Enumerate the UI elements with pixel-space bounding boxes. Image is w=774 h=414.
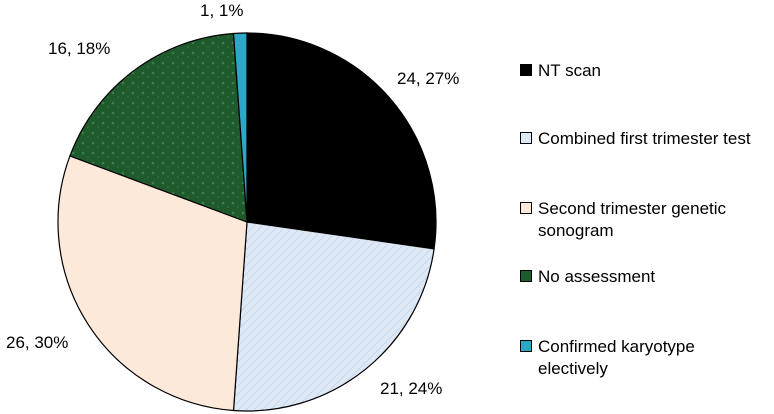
pie-slice-second-trimester-genetic-sonogram	[57, 155, 248, 412]
legend-item-combined-first-trimester-test: Combined first trimester test	[520, 128, 751, 150]
data-label: 21, 24%	[380, 379, 442, 398]
legend-label: Confirmed karyotype electively	[538, 337, 695, 378]
legend-swatch	[520, 132, 532, 144]
legend-item-confirmed-karyotype-electively: Confirmed karyotype electively	[520, 336, 763, 380]
data-label: 26, 30%	[6, 333, 68, 352]
pie-slice-nt-scan	[246, 32, 437, 250]
data-label: 16, 18%	[48, 39, 110, 58]
legend-swatch	[520, 64, 532, 76]
legend-swatch	[520, 202, 532, 214]
legend-item-nt-scan: NT scan	[520, 60, 601, 82]
legend-label: No assessment	[538, 267, 656, 286]
legend-swatch	[520, 270, 532, 282]
legend-item-no-assessment: No assessment	[520, 266, 655, 288]
legend-item-second-trimester-genetic-sonogram: Second trimester genetic sonogram	[520, 198, 763, 242]
legend-label: Second trimester genetic sonogram	[538, 199, 727, 240]
pie-slice-no-assessment	[69, 32, 248, 223]
legend-swatch	[520, 340, 532, 352]
data-label: 24, 27%	[397, 69, 459, 88]
data-label: 1, 1%	[200, 1, 243, 20]
legend-label: NT scan	[538, 61, 601, 80]
pie-slice-combined-first-trimester-test	[232, 221, 435, 412]
legend-label: Combined first trimester test	[538, 129, 751, 148]
pie-slice-confirmed-karyotype-electively	[232, 32, 248, 223]
